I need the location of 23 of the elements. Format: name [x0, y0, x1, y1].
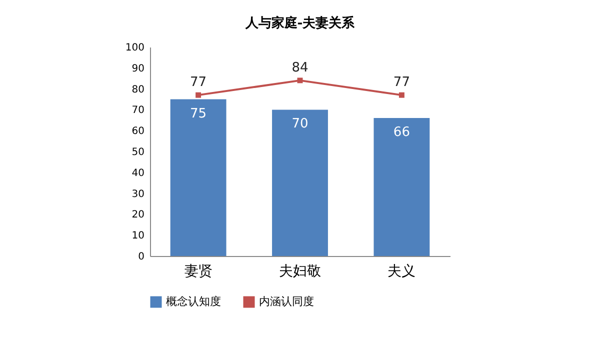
y-tick-label: 20 [132, 210, 144, 221]
data-label: 77 [190, 75, 207, 90]
data-label: 66 [393, 125, 410, 140]
data-label: 77 [393, 75, 410, 90]
x-tick-label: 夫义 [388, 264, 416, 280]
x-tick-label: 夫妇敬 [279, 264, 321, 280]
y-tick-label: 90 [132, 63, 144, 74]
data-label: 75 [190, 106, 207, 122]
x-tick-label: 妻贤 [184, 264, 212, 280]
data-label: 70 [292, 116, 308, 132]
y-tick-label: 80 [132, 84, 144, 96]
legend-label: 内涵认同度 [259, 295, 314, 308]
y-tick-label: 0 [138, 252, 144, 262]
y-tick-label: 40 [132, 168, 144, 179]
y-tick-label: 30 [132, 188, 144, 200]
legend-label: 概念认知度 [166, 295, 221, 308]
y-tick-label: 70 [132, 105, 144, 116]
y-tick-label: 60 [132, 126, 144, 138]
y-tick-label: 100 [125, 42, 144, 54]
chart-title: 人与家庭-夫妻关系 [244, 15, 356, 31]
y-tick-label: 50 [132, 147, 144, 158]
y-tick-label: 10 [132, 230, 144, 242]
data-label: 84 [292, 60, 308, 76]
